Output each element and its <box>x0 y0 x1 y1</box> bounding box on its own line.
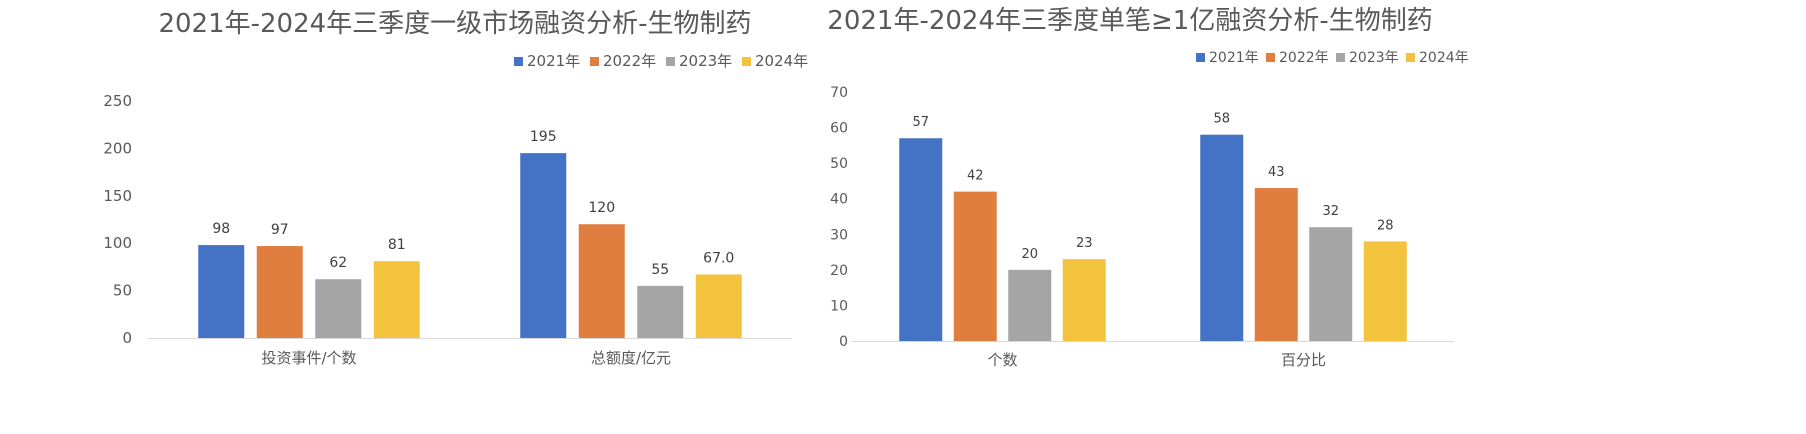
legend-swatch <box>1266 53 1275 62</box>
data-label: 32 <box>1322 204 1339 219</box>
data-label: 97 <box>271 222 289 238</box>
legend-swatch <box>1196 53 1205 62</box>
y-tick-label: 20 <box>830 263 848 279</box>
legend-swatch <box>742 57 751 66</box>
chart-title: 2021年-2024年三季度单笔≥1亿融资分析-生物制药 <box>827 6 1432 36</box>
data-label: 28 <box>1377 218 1394 233</box>
y-tick-label: 250 <box>103 92 132 110</box>
chart-large-deals: 2021年-2024年三季度单笔≥1亿融资分析-生物制药 2021年 2022年 20… <box>827 0 1806 434</box>
category-label: 个数 <box>987 351 1017 369</box>
category-label: 百分比 <box>1281 351 1326 369</box>
y-tick-label: 100 <box>103 234 132 252</box>
y-tick-label: 50 <box>113 282 132 300</box>
bar <box>1200 134 1244 341</box>
legend-swatch <box>514 57 523 66</box>
legend-label: 2023年 <box>1349 50 1399 66</box>
y-tick-label: 200 <box>103 139 132 157</box>
bar <box>578 224 625 338</box>
legend-label: 2024年 <box>755 52 808 70</box>
bar <box>256 246 303 338</box>
chart-title: 2021年-2024年三季度一级市场融资分析-生物制药 <box>158 9 751 39</box>
data-label: 81 <box>388 237 406 253</box>
y-tick-label: 150 <box>103 187 132 205</box>
legend-label: 2024年 <box>1419 50 1469 66</box>
data-label: 55 <box>651 262 669 278</box>
legend-swatch <box>1406 53 1415 62</box>
chart-svg: 2021年-2024年三季度一级市场融资分析-生物制药 2021年 2022年 202… <box>103 9 808 367</box>
bar <box>899 138 943 341</box>
y-tick-label: 30 <box>830 227 848 243</box>
legend-label: 2021年 <box>527 52 580 70</box>
bar <box>198 245 245 338</box>
data-label: 57 <box>912 115 929 130</box>
data-label: 67.0 <box>703 250 734 266</box>
data-label: 20 <box>1021 247 1038 262</box>
legend-label: 2022年 <box>1279 50 1329 66</box>
y-tick-label: 50 <box>830 156 848 172</box>
data-label: 43 <box>1268 165 1285 180</box>
data-label: 195 <box>530 129 557 145</box>
bar <box>1254 188 1298 341</box>
y-tick-label: 0 <box>839 334 848 350</box>
chart-svg: 2021年-2024年三季度单笔≥1亿融资分析-生物制药 2021年 2022年 20… <box>827 6 1469 369</box>
legend-label: 2022年 <box>603 52 656 70</box>
data-label: 58 <box>1213 112 1230 127</box>
bar <box>953 191 997 341</box>
bar <box>315 279 362 338</box>
data-label: 62 <box>329 255 347 271</box>
data-label: 42 <box>967 169 984 184</box>
bar <box>1008 269 1052 341</box>
legend-swatch <box>666 57 675 66</box>
data-label: 98 <box>212 221 230 237</box>
bar <box>1363 241 1407 341</box>
legend-swatch <box>590 57 599 66</box>
bar <box>695 274 742 338</box>
y-tick-label: 60 <box>830 121 848 137</box>
y-tick-label: 0 <box>122 329 132 347</box>
bar <box>637 285 684 338</box>
y-tick-label: 10 <box>830 298 848 314</box>
y-tick-label: 40 <box>830 192 848 208</box>
bar <box>1309 227 1353 341</box>
legend-label: 2021年 <box>1209 50 1259 66</box>
data-label: 120 <box>588 200 615 216</box>
bar <box>1062 259 1106 341</box>
legend-swatch <box>1336 53 1345 62</box>
category-label: 投资事件/个数 <box>261 349 356 367</box>
chart-funding-overview: 2021年-2024年三季度一级市场融资分析-生物制药 2021年 2022年 202… <box>103 9 808 367</box>
bar <box>373 261 420 338</box>
bar <box>520 153 567 338</box>
data-label: 23 <box>1076 236 1093 251</box>
y-tick-label: 70 <box>830 85 848 101</box>
legend-label: 2023年 <box>679 52 732 70</box>
category-label: 总额度/亿元 <box>591 349 671 367</box>
